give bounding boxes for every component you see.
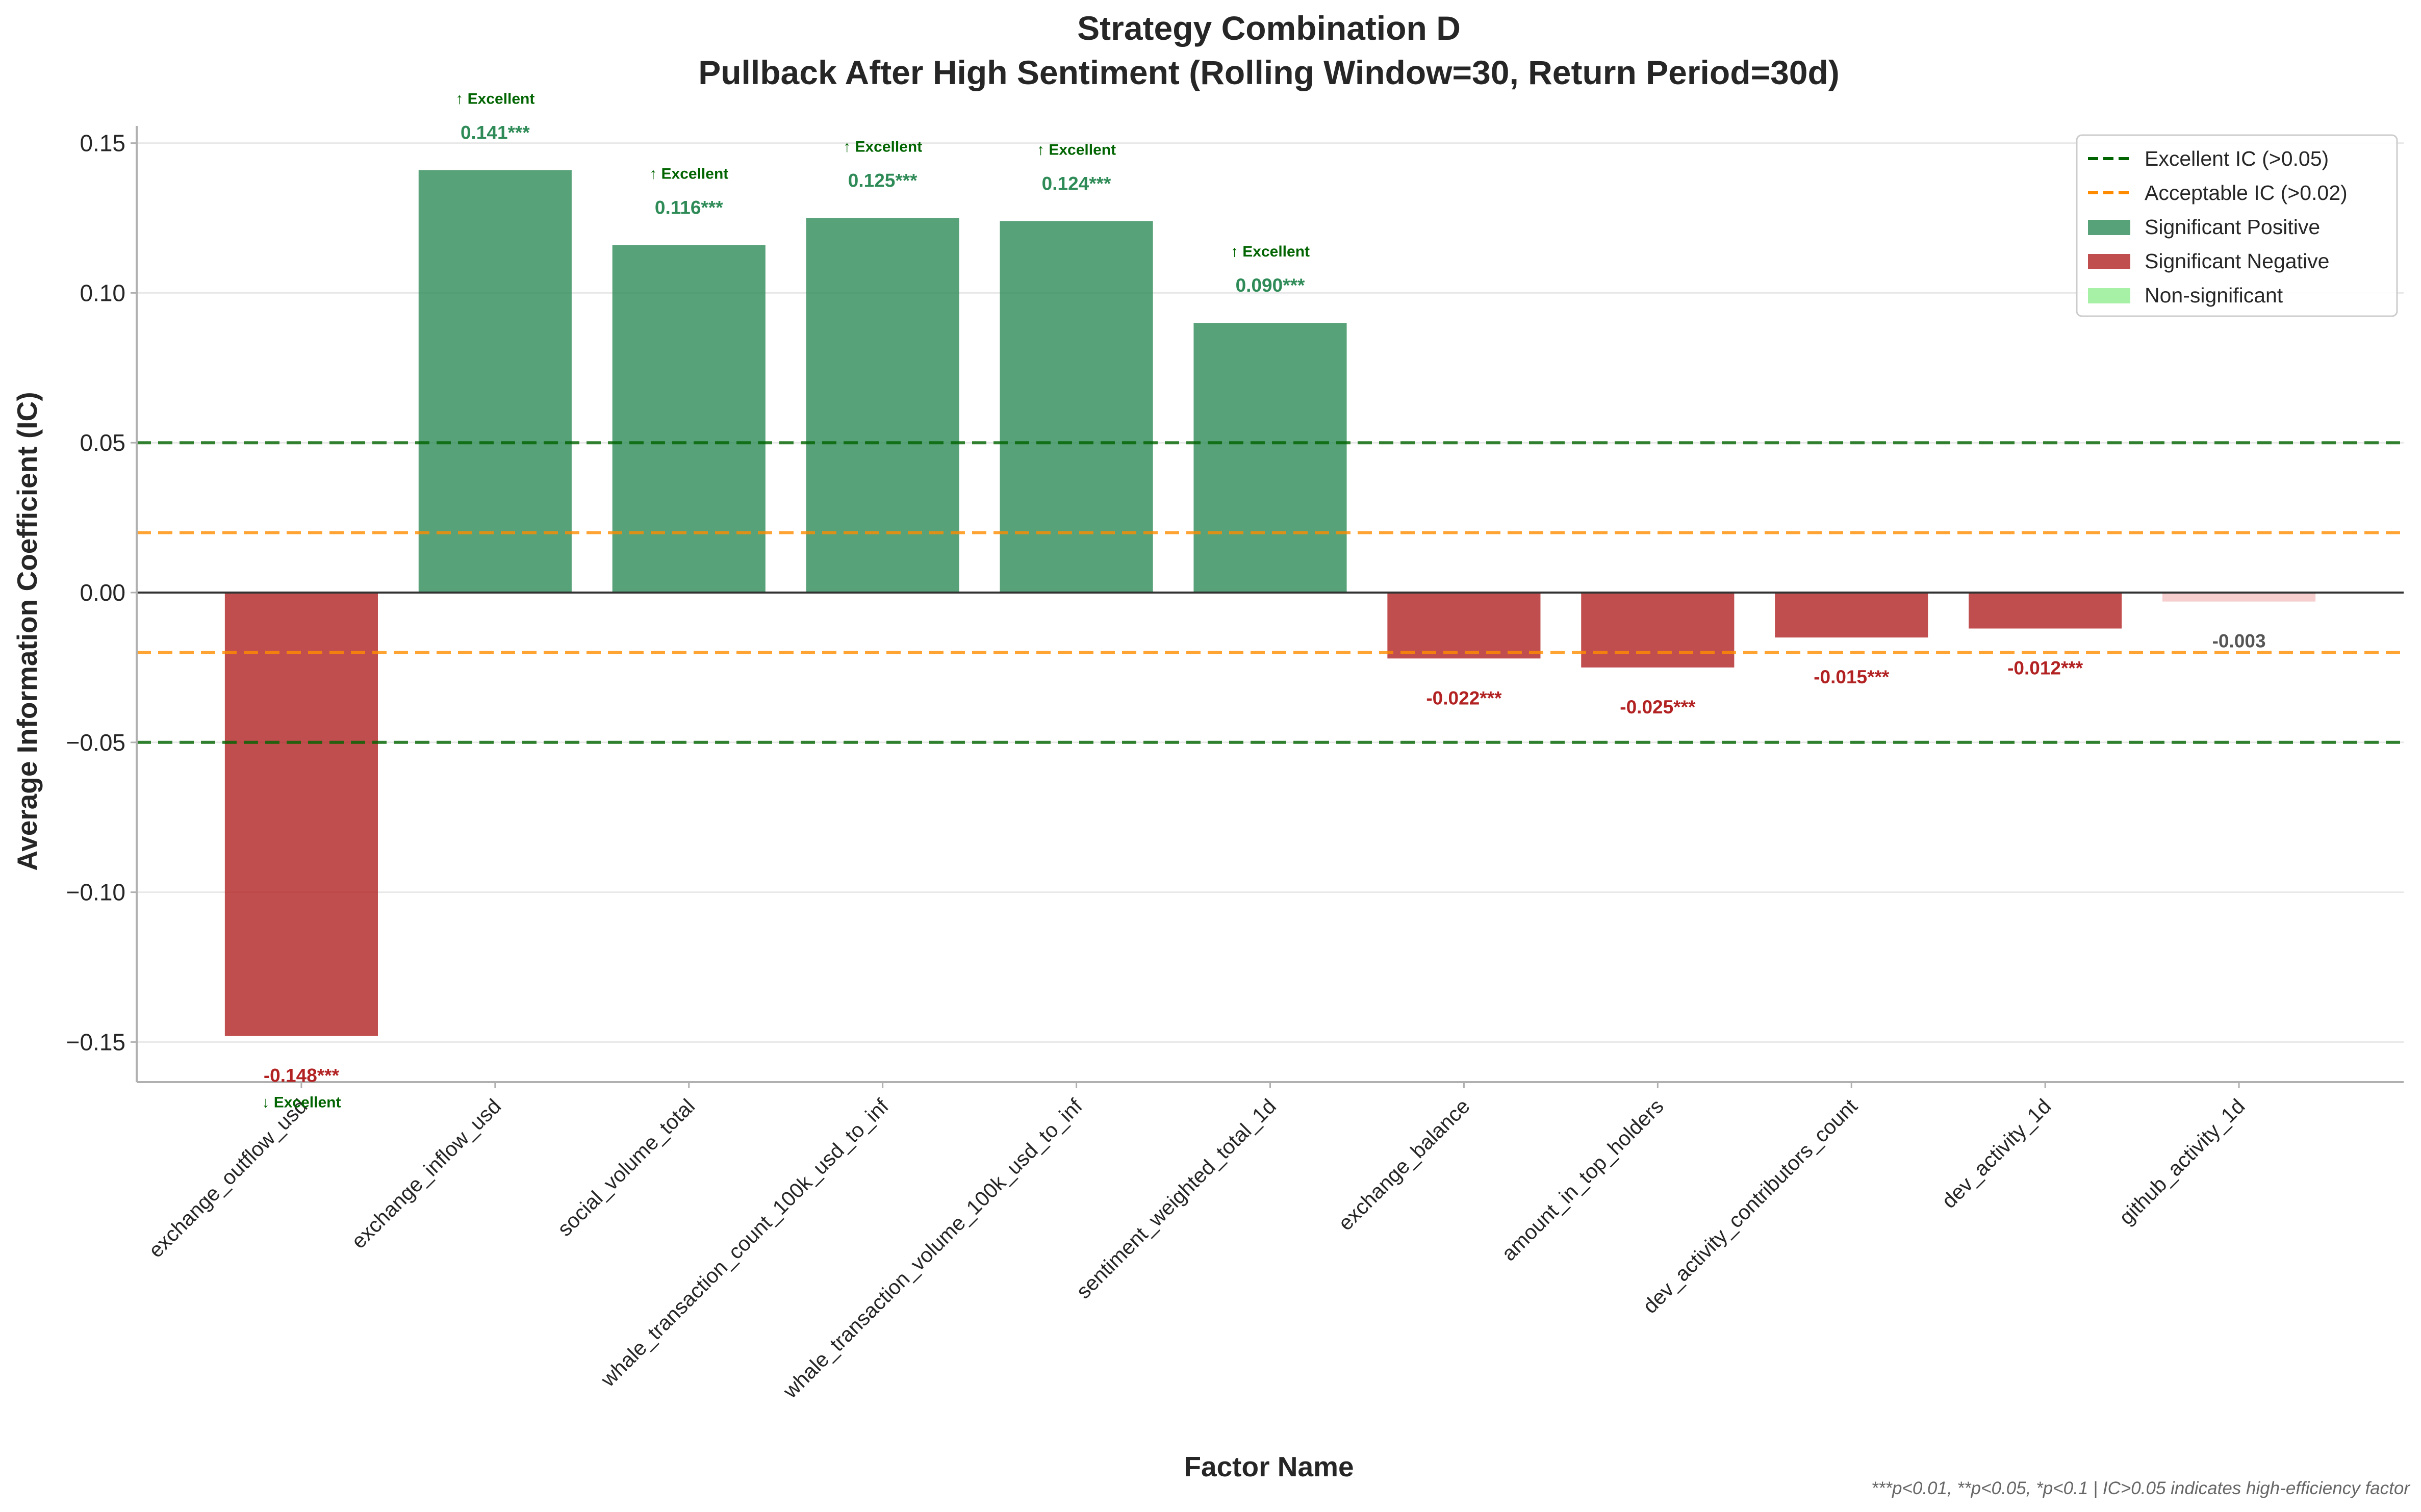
excellent-label: ↑ Excellent <box>649 165 728 182</box>
bar <box>2162 593 2316 602</box>
x-tick-label: amount_in_top_holders <box>1497 1094 1668 1266</box>
x-axis-label: Factor Name <box>1184 1451 1354 1482</box>
y-tick-label: 0.05 <box>80 429 125 456</box>
value-label: -0.012*** <box>2007 658 2083 679</box>
y-tick-label: −0.10 <box>66 879 125 906</box>
bars-group <box>224 170 2316 1036</box>
legend-box <box>2076 134 2398 317</box>
value-label: -0.148*** <box>264 1065 340 1086</box>
excellent-label: ↑ Excellent <box>1231 243 1310 260</box>
legend-label: Non-significant <box>2145 284 2283 307</box>
bar <box>1581 593 1735 668</box>
value-label: -0.025*** <box>1620 697 1696 717</box>
x-tick-label: exchange_inflow_usd <box>347 1094 505 1253</box>
value-label: 0.090*** <box>1236 275 1305 296</box>
value-label: 0.116*** <box>655 197 723 218</box>
y-tick-label: −0.05 <box>66 729 125 756</box>
footnote: ***p<0.01, **p<0.05, *p<0.1 | IC>0.05 in… <box>1871 1478 2410 1498</box>
x-tick-label: exchange_outflow_usd <box>144 1094 312 1262</box>
legend-label: Acceptable IC (>0.02) <box>2145 181 2348 204</box>
y-tick-label: −0.15 <box>66 1029 125 1055</box>
legend-label: Significant Positive <box>2145 215 2320 239</box>
bar <box>1193 323 1347 593</box>
x-ticks: exchange_outflow_usd exchange_inflow_usd s… <box>144 1082 2249 1403</box>
y-axis-label: Average Information Coefficient (IC) <box>11 392 43 870</box>
legend: Excellent IC (>0.05) Acceptable IC (>0.02… <box>2076 134 2398 317</box>
value-label: 0.124*** <box>1042 173 1111 194</box>
bar <box>418 170 572 593</box>
excellent-label: ↑ Excellent <box>1037 141 1116 158</box>
excellent-label: ↑ Excellent <box>843 139 922 156</box>
x-tick-label: sentiment_weighted_total_1d <box>1072 1094 1281 1303</box>
chart-title-line1: Strategy Combination D <box>1077 9 1461 47</box>
bar <box>1000 221 1153 593</box>
bar <box>1969 593 2122 629</box>
x-tick-label: social_volume_total <box>553 1094 699 1241</box>
x-tick-label: dev_activity_1d <box>1937 1094 2055 1213</box>
reference-lines <box>137 441 2404 744</box>
y-tick-label: 0.00 <box>80 579 125 606</box>
y-ticks: −0.15 −0.10 −0.05 0.00 0.05 0.10 0.15 <box>66 130 137 1055</box>
x-tick-label: whale_transaction_volume_100k_usd_to_inf <box>778 1094 1087 1403</box>
bar <box>806 218 959 593</box>
x-tick-label: exchange_balance <box>1334 1094 1474 1235</box>
legend-patch-swatch <box>2088 288 2130 303</box>
excellent-label: ↑ Excellent <box>455 90 534 107</box>
legend-patch-swatch <box>2088 220 2130 235</box>
y-tick-label: 0.10 <box>80 279 125 306</box>
bar <box>224 593 378 1036</box>
value-label: -0.022*** <box>1426 687 1502 708</box>
bar <box>1387 593 1541 659</box>
value-label: -0.015*** <box>1814 667 1890 687</box>
value-label: 0.141*** <box>461 122 530 143</box>
x-tick-label: github_activity_1d <box>2114 1094 2250 1229</box>
x-tick-label: dev_activity_contributors_count <box>1638 1094 1862 1318</box>
value-label: 0.125*** <box>848 170 918 191</box>
bar <box>612 245 766 593</box>
chart-title-line2: Pullback After High Sentiment (Rolling W… <box>698 54 1840 91</box>
y-tick-label: 0.15 <box>80 130 125 157</box>
bar <box>1775 593 1928 638</box>
value-label: -0.003 <box>2212 631 2266 652</box>
value-labels: -0.148*** ↓ Excellent 0.141*** ↑ Excellent 0… <box>262 90 2265 1111</box>
legend-label: Excellent IC (>0.05) <box>2145 147 2329 170</box>
legend-label: Significant Negative <box>2145 249 2329 273</box>
legend-patch-swatch <box>2088 254 2130 269</box>
excellent-label: ↓ Excellent <box>262 1094 341 1111</box>
